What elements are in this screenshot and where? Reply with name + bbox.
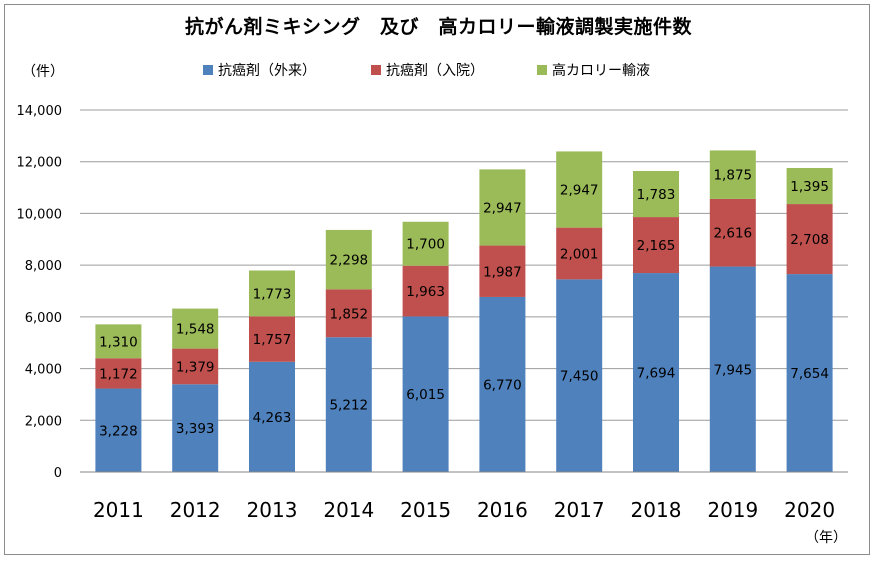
bar-segment-2 [325,289,372,338]
data-label: 2,616 [713,226,752,242]
x-tick-label: 2013 [247,498,298,522]
x-tick-label: 2014 [323,498,374,522]
x-tick-label: 2018 [631,498,682,522]
bar-segment-1 [402,316,449,472]
data-label: 2,708 [790,232,829,248]
y-tick-label: 4,000 [25,363,62,378]
data-label: 1,963 [406,284,445,300]
data-label: 2,947 [483,200,522,216]
x-tick-label: 2020 [784,498,835,522]
bar-segment-2 [633,217,679,274]
bar-segment-1 [325,337,372,472]
bar-segment-3 [556,151,603,228]
bar-segment-3 [249,270,295,317]
legend-item-tpn: 高カロリー輸液 [537,60,650,80]
bar-segment-3 [709,150,756,199]
y-axis-unit-label: （件） [22,64,64,80]
x-tick-label: 2019 [707,498,758,522]
x-axis-unit-label: （年） [805,530,847,546]
y-tick-label: 14,000 [17,104,63,119]
data-label: 6,770 [483,377,522,393]
data-label: 1,172 [99,366,138,382]
bar-segment-2 [95,358,142,389]
data-label: 1,379 [176,359,215,375]
data-label: 6,015 [406,387,445,403]
bar-segment-3 [325,229,372,290]
data-label: 2,001 [560,246,599,262]
x-tick-label: 2011 [93,498,144,522]
legend-label-tpn: 高カロリー輸液 [552,63,650,79]
data-label: 1,875 [713,168,752,184]
data-label: 1,757 [253,332,292,348]
bar-segment-2 [556,227,603,280]
legend-label-inpatient: 抗癌剤（入院） [386,63,484,79]
bar-segment-3 [786,167,833,205]
bar-segment-3 [479,169,526,246]
y-tick-label: 10,000 [17,207,63,222]
data-label: 1,548 [176,322,215,338]
data-label: 7,694 [637,366,676,382]
x-tick-label: 2017 [554,498,605,522]
bar-segment-2 [479,245,526,297]
bar-segment-1 [786,274,833,472]
bar-segment-3 [172,308,219,349]
bar-segment-1 [479,296,526,472]
data-label: 1,773 [253,286,292,302]
bar-segment-2 [709,198,756,267]
data-label: 1,987 [483,264,522,280]
x-tick-label: 2016 [477,498,528,522]
chart-title: 抗がん剤ミキシング 及び 高カロリー輸液調製実施件数 [184,16,692,38]
y-tick-label: 8,000 [25,259,62,274]
x-tick-label: 2012 [170,498,221,522]
data-label: 2,298 [329,253,368,269]
y-tick-label: 6,000 [25,311,62,326]
bar-segment-1 [709,266,756,472]
bar-segment-2 [786,204,833,275]
data-label: 4,263 [253,410,292,426]
bar-segment-3 [633,170,679,218]
data-label: 2,165 [637,238,676,254]
data-label: 1,852 [329,306,368,322]
bar-segment-3 [402,221,449,266]
legend-label-outpatient: 抗癌剤（外来） [218,63,316,79]
bar-segment-1 [633,273,679,472]
data-label: 7,654 [790,366,829,382]
chart-legend: 抗癌剤（外来） 抗癌剤（入院） 高カロリー輸液 [0,60,877,80]
x-tick-label: 2015 [400,498,451,522]
bar-segment-1 [95,388,142,472]
data-label: 1,700 [406,237,445,253]
data-label: 7,450 [560,369,599,385]
legend-item-outpatient: 抗癌剤（外来） [203,60,316,80]
y-tick-label: 0 [54,466,62,481]
bar-segment-3 [95,324,142,359]
y-tick-label: 2,000 [25,414,62,429]
y-tick-label: 12,000 [17,156,63,171]
bar-segment-2 [172,348,219,385]
data-label: 1,395 [790,179,829,195]
data-label: 2,947 [560,183,599,199]
data-label: 3,393 [176,421,215,437]
bar-segment-2 [402,265,449,317]
bar-segment-1 [249,361,295,472]
legend-swatch-inpatient [371,65,381,75]
bar-segment-1 [556,279,603,472]
data-label: 1,783 [637,187,676,203]
data-label: 3,228 [99,423,138,439]
bar-segment-2 [249,316,295,362]
data-label: 5,212 [329,398,368,414]
legend-swatch-outpatient [203,65,213,75]
bar-segment-1 [172,384,219,472]
data-label: 7,945 [713,362,752,378]
legend-swatch-tpn [537,65,547,75]
data-label: 1,310 [99,334,138,350]
legend-item-inpatient: 抗癌剤（入院） [371,60,484,80]
